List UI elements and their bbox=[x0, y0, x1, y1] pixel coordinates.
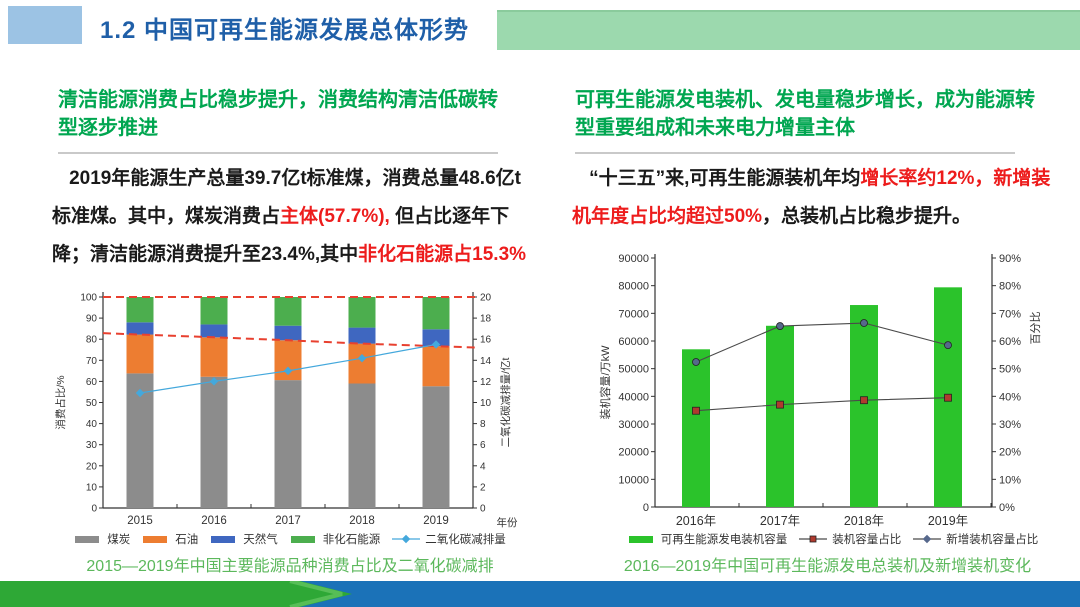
legend-label: 装机容量占比 bbox=[832, 534, 902, 546]
svg-text:20%: 20% bbox=[999, 447, 1021, 459]
left-heading: 清洁能源消费占比稳步提升，消费结构清洁低碳转型逐步推进 bbox=[58, 89, 498, 139]
svg-text:2019: 2019 bbox=[423, 515, 449, 527]
svg-text:12: 12 bbox=[480, 377, 492, 388]
legend-label: 煤炭 bbox=[107, 534, 131, 546]
svg-text:10%: 10% bbox=[999, 474, 1021, 486]
svg-text:2: 2 bbox=[480, 482, 486, 493]
svg-text:30: 30 bbox=[86, 440, 98, 451]
svg-text:百分比: 百分比 bbox=[1029, 312, 1042, 345]
legend-label: 可再生能源发电装机容量 bbox=[660, 534, 788, 546]
svg-text:10: 10 bbox=[480, 398, 492, 409]
left-para-seg4-red: 非化石能源占15.3% bbox=[358, 244, 527, 265]
svg-text:2018: 2018 bbox=[349, 515, 375, 527]
legend-item: 装机容量占比 bbox=[799, 531, 901, 547]
legend-label: 石油 bbox=[175, 534, 199, 546]
legend-item: 天然气 bbox=[210, 531, 278, 547]
legend-item: 煤炭 bbox=[74, 531, 130, 547]
energy-consumption-mix-chart: 0 10 20 30 40 50 60 70 80 90 100 0 2 4 6 8 10 12 14 16 18 20 2… bbox=[54, 292, 518, 529]
left-paragraph: 2019年能源生产总量39.7亿t标准煤，消费总量48.6亿t标准煤。其中，煤炭… bbox=[52, 160, 530, 274]
footer-band bbox=[0, 581, 1080, 607]
left-heading-rule bbox=[58, 152, 498, 154]
legend-item: 新增装机容量占比 bbox=[913, 531, 1038, 547]
left-chart-caption: 2015—2019年中国主要能源品种消费占比及二氧化碳减排 bbox=[86, 558, 494, 575]
header-accent-chip bbox=[8, 6, 82, 44]
right-paragraph: “十三五”来,可再生能源装机年均增长率约12%，新增装机年度占比均超过50%，总… bbox=[572, 160, 1054, 236]
right-para-seg2-red: 增长率约12%，新增装机年度占比均超过50% bbox=[572, 168, 1051, 227]
svg-text:20000: 20000 bbox=[618, 447, 649, 459]
svg-text:40000: 40000 bbox=[618, 391, 649, 403]
legend-label: 新增装机容量占比 bbox=[946, 534, 1039, 546]
svg-text:50000: 50000 bbox=[618, 364, 649, 376]
footer-green-arrow bbox=[0, 581, 352, 607]
svg-text:10000: 10000 bbox=[618, 474, 649, 486]
svg-text:2015: 2015 bbox=[127, 515, 153, 527]
svg-text:20: 20 bbox=[86, 461, 98, 472]
svg-text:60%: 60% bbox=[999, 336, 1021, 348]
header-accent-band bbox=[497, 10, 1080, 50]
svg-text:10: 10 bbox=[86, 482, 98, 493]
svg-text:70: 70 bbox=[86, 356, 98, 367]
legend-label: 二氧化碳减排量 bbox=[425, 534, 506, 546]
right-heading: 可再生能源发电装机、发电量稳步增长，成为能源转型重要组成和未来电力增量主体 bbox=[575, 89, 1035, 139]
right-chart-caption: 2016—2019年中国可再生能源发电总装机及新增装机变化 bbox=[623, 558, 1032, 575]
left-para-seg3: 但占比逐年下降；清洁能源消费提升至23.4%,其中 bbox=[52, 206, 510, 265]
svg-text:年份: 年份 bbox=[497, 516, 518, 529]
svg-text:16: 16 bbox=[480, 335, 492, 346]
svg-text:60000: 60000 bbox=[618, 336, 649, 348]
svg-text:80000: 80000 bbox=[618, 281, 649, 293]
svg-text:40: 40 bbox=[86, 419, 98, 430]
svg-text:2017年: 2017年 bbox=[760, 514, 800, 528]
legend-item: 二氧化碳减排量 bbox=[392, 531, 506, 547]
svg-text:二氧化碳减排量/亿t: 二氧化碳减排量/亿t bbox=[499, 358, 512, 448]
svg-text:70%: 70% bbox=[999, 308, 1021, 320]
svg-text:90000: 90000 bbox=[618, 253, 649, 265]
renewable-capacity-chart: 0 10000 20000 30000 40000 50000 60000 70000 8000… bbox=[598, 253, 1042, 528]
legend-label: 非化石能源 bbox=[322, 534, 381, 546]
svg-text:60: 60 bbox=[86, 377, 98, 388]
footer-blue-segment bbox=[298, 581, 1080, 607]
left-para-seg2-red: 主体(57.7%), bbox=[280, 206, 390, 227]
right-para-seg1: “十三五”来,可再生能源装机年均 bbox=[589, 168, 861, 189]
svg-text:2016年: 2016年 bbox=[676, 514, 716, 528]
svg-text:2016: 2016 bbox=[201, 515, 227, 527]
svg-text:30000: 30000 bbox=[618, 419, 649, 431]
svg-text:2018年: 2018年 bbox=[844, 514, 884, 528]
footer-chevron-stripe bbox=[289, 581, 343, 607]
svg-text:8: 8 bbox=[480, 419, 486, 430]
svg-text:2019年: 2019年 bbox=[928, 514, 968, 528]
svg-text:70000: 70000 bbox=[618, 308, 649, 320]
svg-text:装机容量/万kW: 装机容量/万kW bbox=[598, 345, 612, 420]
svg-text:90: 90 bbox=[86, 314, 98, 325]
svg-text:50: 50 bbox=[86, 398, 98, 409]
svg-text:14: 14 bbox=[480, 356, 492, 367]
svg-text:0: 0 bbox=[91, 504, 97, 515]
svg-text:0: 0 bbox=[643, 502, 649, 514]
right-heading-rule bbox=[575, 152, 1015, 154]
svg-text:90%: 90% bbox=[999, 253, 1021, 265]
svg-text:消费占比/%: 消费占比/% bbox=[54, 375, 67, 429]
svg-text:2017: 2017 bbox=[275, 515, 301, 527]
svg-text:30%: 30% bbox=[999, 419, 1021, 431]
svg-text:50%: 50% bbox=[999, 364, 1021, 376]
svg-text:0%: 0% bbox=[999, 502, 1015, 514]
legend-item: 石油 bbox=[142, 531, 198, 547]
svg-text:20: 20 bbox=[480, 293, 492, 304]
right-para-seg3: ，总装机占比稳步提升。 bbox=[762, 206, 972, 227]
svg-text:80%: 80% bbox=[999, 281, 1021, 293]
svg-text:4: 4 bbox=[480, 461, 486, 472]
svg-text:0: 0 bbox=[480, 504, 486, 515]
energy-mix-legend: 煤炭 石油 天然气 非化石能源 二氧化碳减排量 bbox=[50, 531, 530, 547]
page-title: 1.2 中国可再生能源发展总体形势 bbox=[100, 17, 470, 44]
renewable-capacity-legend: 可再生能源发电装机容量 装机容量占比 新增装机容量占比 bbox=[593, 531, 1073, 547]
svg-text:80: 80 bbox=[86, 335, 98, 346]
legend-item: 可再生能源发电装机容量 bbox=[628, 531, 788, 547]
svg-text:100: 100 bbox=[80, 293, 97, 304]
legend-label: 天然气 bbox=[243, 534, 278, 546]
svg-text:18: 18 bbox=[480, 314, 492, 325]
svg-text:40%: 40% bbox=[999, 391, 1021, 403]
svg-text:6: 6 bbox=[480, 440, 486, 451]
legend-item: 非化石能源 bbox=[290, 531, 381, 547]
left-para-seg1: 2019年能源生产总量39.7亿t标准煤，消费总量48.6亿t标准煤。其中，煤炭… bbox=[52, 168, 521, 227]
